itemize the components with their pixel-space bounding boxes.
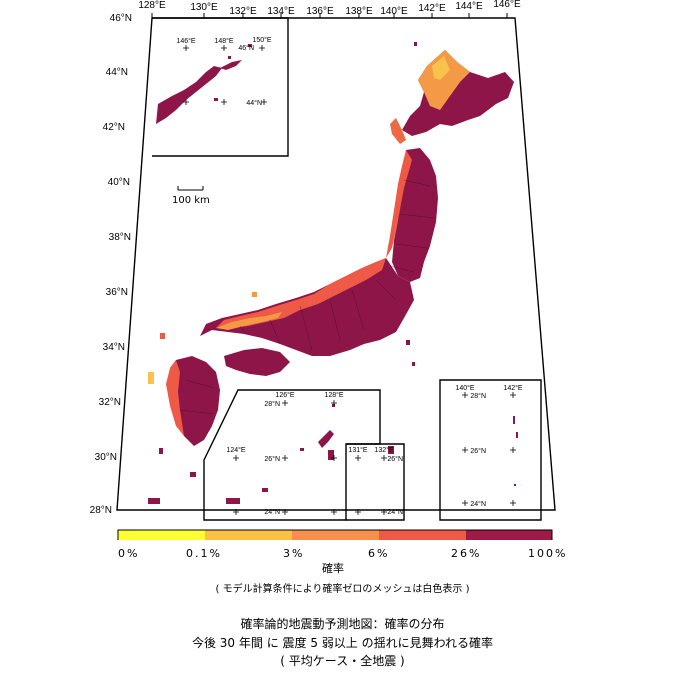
lon-label: 144°E — [455, 1, 483, 12]
inset-ogasawara: 140°E 142°E 28°N 26°N 24°N — [439, 379, 542, 521]
colorbar — [117, 529, 553, 540]
lon-label: 142°E — [418, 3, 446, 14]
map-subtitle-case: ( 平均ケース・全地震 ) — [280, 654, 405, 668]
inset-label: 26°N — [470, 447, 486, 455]
lon-label: 132°E — [229, 6, 257, 17]
kuril-islands — [156, 66, 222, 124]
colorbar-unit: 確率 — [322, 562, 344, 575]
inset-label: 146°E — [176, 37, 195, 45]
colorbar-label: 6% — [368, 547, 390, 560]
inset-label: 46°N — [238, 44, 254, 52]
inset-label: 124°E — [226, 446, 245, 454]
colorbar-segment-1 — [118, 530, 205, 540]
lat-label: 34°N — [103, 342, 125, 353]
island — [388, 446, 394, 454]
colorbar-label: 0% — [118, 547, 140, 560]
colorbar-segment-5 — [466, 530, 552, 540]
inset-label: 132°E — [374, 446, 393, 454]
colorbar-label: 26% — [451, 547, 482, 560]
inset-label: 26°N — [387, 455, 403, 463]
lat-label: 36°N — [106, 287, 128, 298]
kyushu — [170, 356, 220, 446]
prefecture-boundaries — [179, 179, 435, 415]
inset-label: 150°E — [252, 36, 271, 44]
lat-label: 32°N — [99, 397, 121, 408]
island — [252, 292, 257, 297]
japan-landmass — [148, 42, 514, 504]
inset-label: 140°E — [455, 384, 474, 392]
frame-ticks — [151, 13, 508, 18]
okinawa-islands — [318, 430, 334, 448]
honshu-north-coast — [216, 258, 386, 328]
island — [406, 340, 410, 345]
hokkaido-sw — [390, 118, 406, 144]
lon-label: 134°E — [267, 6, 295, 17]
scale-bar-label: 100 km — [172, 195, 210, 206]
inset-label: 44°N — [246, 99, 262, 107]
honshu-north-orange — [216, 312, 282, 330]
lat-label: 28°N — [90, 505, 112, 516]
inset-north: 146°E 148°E 150°E 46°N 44°N — [152, 17, 289, 157]
lat-label: 30°N — [95, 452, 117, 463]
inset-label: 26°N — [264, 455, 280, 463]
inset-label: 28°N — [264, 400, 280, 408]
inset-label: 131°E — [348, 446, 367, 454]
colorbar-segment-2 — [205, 530, 292, 540]
tohoku-west — [386, 150, 412, 258]
longitude-labels: 128°E 130°E 132°E 134°E 136°E 138°E 140°… — [138, 0, 521, 17]
colorbar-segment-3 — [292, 530, 379, 540]
lon-label: 146°E — [493, 0, 521, 10]
lon-label: 130°E — [190, 2, 218, 13]
inset-label: 28°N — [470, 392, 486, 400]
lon-label: 140°E — [380, 6, 408, 17]
hokkaido-orange — [418, 50, 470, 110]
inset-label: 126°E — [275, 391, 294, 399]
latitude-labels: 46°N 44°N 42°N 40°N 38°N 36°N 34°N 32°N … — [90, 13, 132, 516]
lon-label: 128°E — [138, 0, 166, 11]
lon-label: 138°E — [345, 6, 373, 17]
lat-label: 44°N — [106, 67, 128, 78]
island — [190, 472, 196, 477]
inset-daito: 131°E 132°E 26°N 24°N — [346, 443, 405, 521]
shikoku — [224, 348, 290, 376]
inset-south: 126°E 128°E 28°N 124°E 26°N 24°N — [203, 389, 381, 521]
island — [159, 448, 163, 454]
inset-label: 142°E — [503, 384, 522, 392]
inset-label: 148°E — [214, 37, 233, 45]
note: ( モデル計算条件により確率ゼロのメッシュは白色表示 ) — [215, 584, 470, 595]
colorbar-label: 3% — [283, 547, 305, 560]
inset-label: 24°N — [264, 508, 280, 516]
colorbar-label: 0.1% — [186, 547, 222, 560]
lat-label: 40°N — [108, 177, 130, 188]
colorbar-segment-4 — [379, 530, 466, 540]
hokkaido-yellow — [432, 56, 450, 80]
lat-label: 42°N — [103, 122, 125, 133]
scale-bar — [177, 186, 204, 191]
lat-label: 46°N — [110, 13, 132, 24]
island — [148, 372, 154, 384]
inset-label: 128°E — [324, 391, 343, 399]
hazard-map: 128°E 130°E 132°E 134°E 136°E 138°E 140°… — [90, 0, 556, 540]
island — [148, 498, 160, 504]
inset-label: 24°N — [387, 508, 403, 516]
island — [160, 333, 165, 339]
kyushu-west — [166, 360, 184, 436]
colorbar-label: 100% — [528, 547, 568, 560]
lon-label: 136°E — [306, 6, 334, 17]
inset-label: 24°N — [470, 500, 486, 508]
island — [414, 42, 417, 46]
lat-label: 38°N — [109, 232, 131, 243]
island — [412, 362, 415, 366]
map-title: 確率論的地震動予測地図：確率の分布 — [240, 617, 445, 631]
map-subtitle: 今後 30 年間 に 震度 5 弱以上 の揺れに見舞われる確率 — [191, 636, 493, 650]
